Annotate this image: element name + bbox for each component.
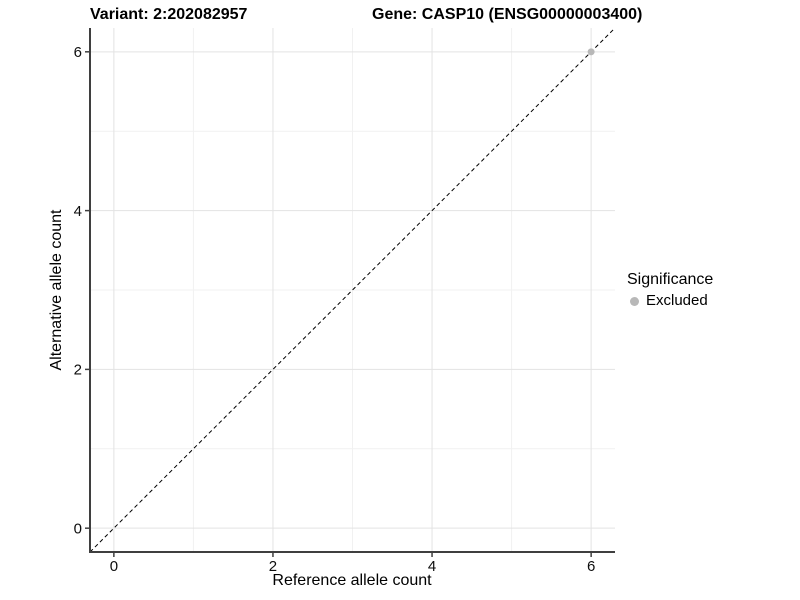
y-tick-label: 0 bbox=[74, 520, 82, 537]
y-tick-label: 2 bbox=[74, 362, 82, 379]
legend: Significance Excluded bbox=[627, 270, 713, 310]
gene-title: Gene: CASP10 (ENSG00000003400) bbox=[372, 6, 643, 23]
y-tick-label: 4 bbox=[74, 203, 82, 220]
variant-title: Variant: 2:202082957 bbox=[90, 6, 248, 23]
identity-line bbox=[89, 27, 616, 553]
x-tick-label: 0 bbox=[110, 558, 118, 575]
x-tick-label: 2 bbox=[269, 558, 277, 575]
legend-item-excluded: Excluded bbox=[627, 292, 713, 310]
legend-point-icon bbox=[630, 296, 639, 306]
legend-title: Significance bbox=[627, 271, 714, 288]
x-tick-label: 6 bbox=[587, 558, 595, 575]
x-axis-title: Reference allele count bbox=[272, 572, 432, 589]
y-tick-label: 6 bbox=[74, 44, 82, 61]
data-point-excluded bbox=[587, 48, 595, 56]
y-axis-title: Alternative allele count bbox=[48, 209, 65, 371]
x-tick-label: 4 bbox=[428, 558, 436, 575]
legend-item-label: Excluded bbox=[646, 292, 708, 309]
